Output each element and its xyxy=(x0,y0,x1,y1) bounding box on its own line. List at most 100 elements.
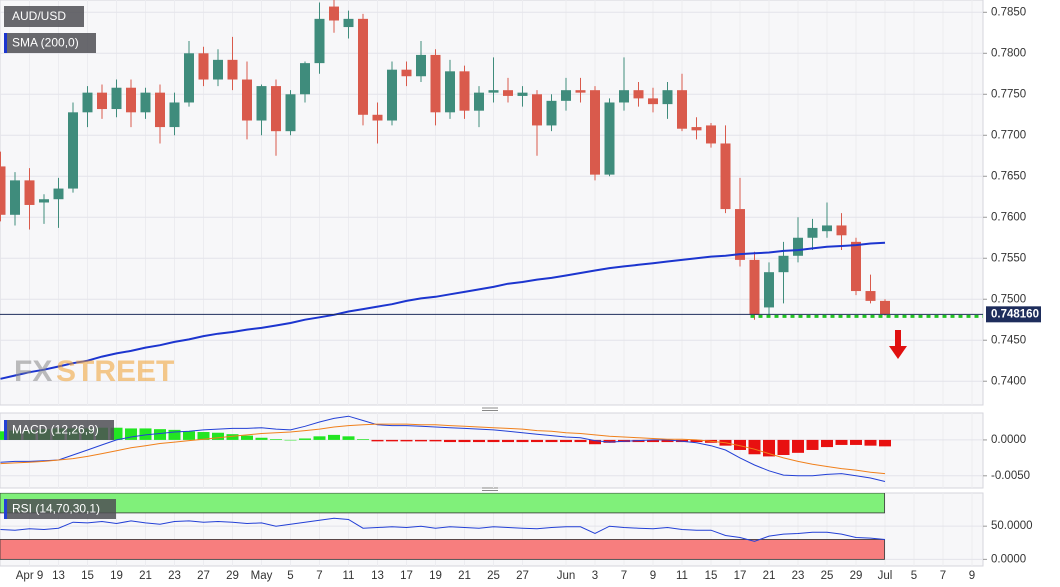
macd-histogram-bar xyxy=(139,428,152,440)
candle-body xyxy=(155,92,165,128)
candle-body xyxy=(503,90,513,96)
macd-histogram-bar xyxy=(603,439,616,443)
candle-body xyxy=(111,87,122,110)
candle-body xyxy=(184,53,194,103)
y-tick-label: 0.7400 xyxy=(991,375,1026,387)
candle-body xyxy=(691,127,702,131)
candle-body xyxy=(227,59,238,80)
macd-histogram-bar xyxy=(821,439,833,448)
candle-body xyxy=(561,90,571,101)
candle-body xyxy=(24,180,35,205)
macd-histogram-bar xyxy=(806,439,819,450)
x-tick-label: 3 xyxy=(592,570,598,582)
y-tick-label: 0.0000 xyxy=(991,434,1026,446)
macd-histogram-bar xyxy=(835,439,848,445)
x-tick-label: 25 xyxy=(821,570,834,582)
macd-histogram-bar xyxy=(850,439,862,445)
macd-histogram-bar xyxy=(357,439,369,440)
last-price-box xyxy=(986,306,1041,323)
x-tick-label: 19 xyxy=(429,570,442,582)
macd-histogram-bar xyxy=(690,439,703,443)
macd-histogram-bar xyxy=(400,439,413,442)
macd-histogram-bar xyxy=(168,429,181,440)
macd-histogram-bar xyxy=(864,439,877,446)
x-tick-label: 7 xyxy=(621,570,627,582)
x-tick-label: Jul xyxy=(878,570,893,582)
macd-histogram-bar xyxy=(516,439,529,443)
macd-histogram-bar xyxy=(197,432,210,440)
macd-histogram-bar xyxy=(299,438,311,440)
x-tick-label: 21 xyxy=(139,570,152,582)
candle-body xyxy=(778,255,789,273)
candle-body xyxy=(10,180,20,215)
macd-histogram-bar xyxy=(487,439,500,443)
macd-panel xyxy=(0,412,984,489)
sma-label: SMA (200,0) xyxy=(12,36,79,50)
last-price-label: 0.748160 xyxy=(991,308,1039,320)
candle-body xyxy=(880,300,890,314)
x-tick-label: 25 xyxy=(487,570,500,582)
axes: 0.7850 0.7800 0.7750 0.7700 0.7650 0.7600 0.75… xyxy=(16,6,1041,582)
splitter[interactable] xyxy=(482,407,498,411)
candle-body xyxy=(764,272,774,308)
candle-body xyxy=(271,86,281,132)
macd-histogram-bar xyxy=(458,439,471,443)
candle-body xyxy=(836,225,847,236)
candle-body xyxy=(604,102,615,175)
candle-body xyxy=(459,71,470,111)
x-tick-label: 27 xyxy=(197,570,210,582)
candle-body xyxy=(445,71,455,113)
candle-body xyxy=(387,69,397,121)
candle-body xyxy=(169,102,180,128)
macd-histogram-bar xyxy=(545,439,558,443)
candle-body xyxy=(300,63,310,95)
y-tick-label: 0.7450 xyxy=(991,334,1026,346)
macd-histogram-bar xyxy=(270,439,282,440)
candle-body xyxy=(546,100,557,126)
rsi-line xyxy=(0,517,886,542)
y-tick-label: -0.0050 xyxy=(991,470,1030,482)
macd-histogram-bar xyxy=(502,439,514,443)
sma-legend: SMA (200,0) xyxy=(4,33,96,53)
x-tick-label: 29 xyxy=(850,570,863,582)
symbol-label: AUD/USD xyxy=(12,9,66,23)
macd-plot xyxy=(0,413,983,488)
candle-body xyxy=(822,225,832,232)
candle-body xyxy=(807,227,818,238)
candle-body xyxy=(706,125,716,144)
x-tick-label: Apr 9 xyxy=(16,570,44,582)
macd-histogram-bar xyxy=(879,439,891,447)
x-tick-label: 17 xyxy=(734,570,747,582)
splitter[interactable] xyxy=(482,487,498,491)
macd-histogram-bar xyxy=(371,439,384,442)
y-tick-label: 0.7850 xyxy=(991,6,1026,18)
candle-body xyxy=(662,90,673,105)
candle-body xyxy=(372,114,383,121)
macd-histogram-bar xyxy=(429,439,442,442)
symbol-legend: AUD/USD xyxy=(4,6,84,27)
x-tick-label: 23 xyxy=(168,570,181,582)
main-panel xyxy=(0,0,984,406)
candle-body xyxy=(53,188,64,200)
y-tick-label: 0.7600 xyxy=(991,211,1026,223)
x-tick-label: 5 xyxy=(287,570,293,582)
candle-body xyxy=(532,94,542,126)
macd-histogram-bar xyxy=(212,432,224,440)
macd-histogram-bar xyxy=(255,437,268,440)
y-tick-label: 0.7550 xyxy=(991,252,1026,264)
macd-histogram-bar xyxy=(574,439,587,443)
x-tick-label: Jun xyxy=(557,570,576,582)
candle-body xyxy=(517,92,528,96)
candle-body xyxy=(0,166,6,215)
macd-histogram-bar xyxy=(661,439,674,443)
rsi-label: RSI (14,70,30,1) xyxy=(12,502,100,516)
x-tick-label: 17 xyxy=(400,570,413,582)
candle-body xyxy=(851,241,861,292)
candle-body xyxy=(648,98,658,105)
y-tick-label: 0.7650 xyxy=(991,170,1026,182)
candle-body xyxy=(242,79,252,121)
candle-body xyxy=(329,6,339,21)
watermark-street: STREET xyxy=(56,355,174,388)
y-tick-label: 0.7700 xyxy=(991,129,1026,141)
macd-histogram-bar xyxy=(473,439,485,443)
